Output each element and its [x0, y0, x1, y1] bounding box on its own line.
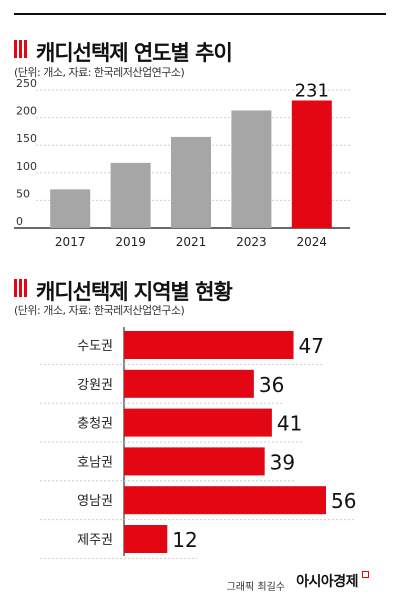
chart2-category-label: 수도권: [77, 339, 113, 354]
chart1-plot: 0 50 100 150 200 250 2017 2019 2021 2023 2024 231: [14, 77, 350, 249]
chart2-bar: [124, 408, 272, 437]
chart1-y-tick: 100: [16, 160, 37, 173]
chart1-y-tick: 200: [16, 105, 37, 118]
chart2-bar: [124, 486, 326, 515]
chart1-bar: [231, 110, 272, 228]
chart2-data-label: 41: [277, 412, 302, 436]
top-rule: [14, 13, 386, 15]
chart1-y-tick: 150: [16, 132, 37, 145]
logo-mark-icon: [362, 571, 369, 578]
chart1-bar: [50, 189, 91, 228]
chart1-x-tick: 2021: [176, 235, 207, 249]
chart2-bar: [124, 331, 294, 359]
publisher-logo: 아시아경제: [296, 574, 358, 590]
chart1-subtitle: (단위: 개소, 자료: 한국레저산업연구소): [14, 66, 185, 79]
chart1-y-tick: 0: [16, 215, 23, 228]
chart2-category-label: 충청권: [77, 417, 113, 432]
chart2-plot: 수도권 47 강원권 36 충청권 41 호남권 39 영남권 56 제주권 12: [40, 327, 356, 559]
chart2-data-label: 39: [270, 450, 295, 474]
title-accent-icon: [14, 279, 28, 297]
chart2-title: 캐디선택제 지역별 현황: [36, 280, 233, 304]
chart2-data-label: 47: [299, 334, 324, 358]
chart2-data-label: 36: [259, 373, 284, 397]
chart2-data-label: 12: [172, 528, 197, 552]
chart2-category-label: 강원권: [77, 378, 113, 393]
chart1-bar: [171, 136, 211, 228]
chart2-data-label: 56: [331, 489, 356, 513]
chart1-data-label: 231: [295, 80, 329, 101]
chart2-category-label: 호남권: [77, 455, 113, 470]
chart2-bar: [124, 447, 265, 476]
title-accent-icon: [14, 40, 28, 58]
chart1-title: 캐디선택제 연도별 추이: [36, 41, 233, 65]
graphic-credit: 그래픽 최길수: [226, 582, 285, 593]
chart1-bar: [291, 100, 332, 228]
chart1-x-tick: 2017: [55, 235, 86, 249]
chart2-bar: [124, 369, 254, 398]
chart2-category-label: 영남권: [77, 494, 113, 509]
chart1-y-tick: 250: [16, 77, 37, 90]
chart1-x-tick: 2023: [236, 235, 267, 249]
chart1-x-tick: 2019: [115, 235, 146, 249]
chart2-category-label: 제주권: [77, 533, 113, 548]
chart2-bar: [124, 525, 168, 553]
chart2-subtitle: (단위: 개소, 자료: 한국레저산업연구소): [14, 304, 185, 317]
chart1-x-tick: 2024: [297, 235, 328, 249]
chart1-y-tick: 50: [16, 187, 30, 200]
chart1-bar: [110, 162, 151, 228]
